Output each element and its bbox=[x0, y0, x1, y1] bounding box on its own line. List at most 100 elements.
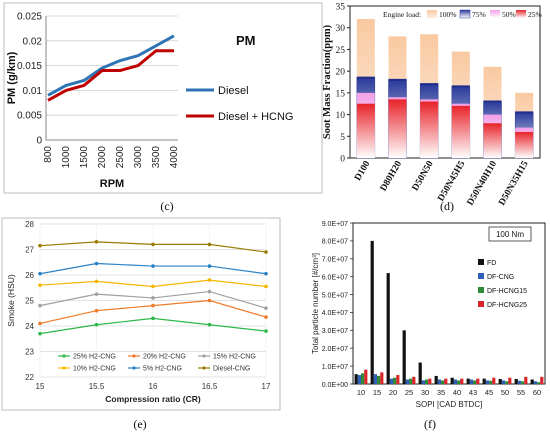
panel-e-legend-dot-2 bbox=[202, 354, 206, 358]
panel-e-legend-dot-3 bbox=[62, 366, 66, 370]
panel-f-bar-s1-10 bbox=[517, 380, 521, 384]
panel-f-ytick: 5.0E+07 bbox=[322, 292, 348, 299]
panel-f-bar-s3-9 bbox=[508, 377, 512, 384]
panel-f-xtick: 25 bbox=[405, 388, 413, 397]
panel-e-point-s3-1 bbox=[94, 279, 99, 284]
panel-c: 0 0.005 0.01 0.015 0.02 0.025 800 1000 1500 2000 2… bbox=[3, 2, 323, 213]
panel-e-point-s1-0 bbox=[38, 321, 42, 326]
panel-e-ytick: 25 bbox=[25, 297, 34, 306]
panel-e-ylabel: Smoke (HSU) bbox=[6, 274, 16, 327]
panel-f-xtick: 60 bbox=[533, 388, 541, 397]
panel-f-legend-label-3: DF-HCNG25 bbox=[487, 302, 527, 309]
panel-e-point-s1-4 bbox=[264, 315, 268, 319]
panel-d-legend-label-2: 50% bbox=[502, 10, 516, 19]
panel-e-point-s3-4 bbox=[264, 284, 268, 289]
panel-e: 22 23 24 25 26 27 28 15 15.5 16 16.5 17 25% H2-CNG 20… bbox=[1, 217, 281, 431]
panel-d-legend-title: Engine load: bbox=[383, 10, 421, 19]
panel-d-bar-s3-3 bbox=[451, 105, 470, 158]
panel-d-ytick: 30 bbox=[336, 24, 346, 34]
panel-f-bar-s3-10 bbox=[524, 376, 528, 384]
panel-f-bar-s1-7 bbox=[469, 379, 473, 384]
panel-f-legend-swatch-1 bbox=[478, 273, 484, 279]
panel-e-point-s5-0 bbox=[38, 243, 42, 248]
panel-f-bar-s2-11 bbox=[537, 382, 541, 384]
panel-c-ytick: 0.01 bbox=[23, 86, 43, 97]
panel-e-ytick: 26 bbox=[25, 271, 34, 280]
panel-f-bar-s3-8 bbox=[492, 377, 496, 384]
panel-e-point-s2-4 bbox=[264, 306, 268, 310]
panel-e-legend-label-4: 5% H2-CNG bbox=[143, 366, 182, 373]
panel-d-xtick: D80H20 bbox=[379, 159, 404, 193]
panel-f-bar-s2-0 bbox=[361, 373, 365, 384]
panel-e-point-s4-1 bbox=[94, 261, 99, 266]
panel-e-point-s4-2 bbox=[151, 264, 155, 268]
panel-f-bar-s0-9 bbox=[498, 378, 502, 384]
panel-e-legend-dot-1 bbox=[132, 354, 136, 358]
panel-f-bar-s1-5 bbox=[437, 379, 441, 384]
panel-e-point-s2-3 bbox=[207, 289, 212, 294]
panel-f-bar-s3-3 bbox=[412, 376, 416, 384]
panel-e-point-s3-0 bbox=[38, 283, 42, 288]
panel-e-point-s1-2 bbox=[151, 303, 155, 308]
panel-e-point-s0-4 bbox=[264, 329, 268, 333]
panel-e-legend-label-5: Diesel-CNG bbox=[213, 366, 250, 373]
panel-f-bar-s0-5 bbox=[434, 375, 438, 384]
panel-f-legend-swatch-2 bbox=[478, 287, 484, 293]
panel-f-xtick: 20 bbox=[389, 388, 397, 397]
panel-d-label: (d) bbox=[440, 199, 454, 213]
panel-d-ytick: 20 bbox=[336, 68, 346, 78]
panel-f-ylabel: Total particle number [#/cm³] bbox=[311, 253, 320, 354]
panel-f-bar-s3-7 bbox=[476, 378, 480, 384]
panel-c-xtick: 2500 bbox=[115, 146, 126, 169]
panel-e-xtick: 15 bbox=[36, 382, 45, 391]
panel-f-bar-s0-2 bbox=[386, 273, 390, 384]
panel-e-ytick: 28 bbox=[25, 220, 34, 229]
panel-f-bar-s1-2 bbox=[389, 378, 393, 384]
panel-f-xtick: 15 bbox=[373, 388, 381, 397]
panel-c-series-line-1 bbox=[47, 49, 174, 102]
panel-f-bar-s1-9 bbox=[501, 380, 505, 384]
panel-c-xlabel: RPM bbox=[100, 178, 124, 190]
panel-c-legend-label-0: Diesel bbox=[218, 85, 249, 97]
panel-d-xtick: D50N40H10 bbox=[466, 159, 500, 207]
panel-f-xtick: 43 bbox=[469, 388, 477, 397]
panel-f-bar-s1-6 bbox=[453, 379, 457, 384]
panel-c-series-line-0 bbox=[47, 34, 175, 97]
panel-d-ytick: 35 bbox=[336, 3, 346, 13]
panel-d-bar-s3-1 bbox=[388, 99, 407, 158]
panel-f-bar-s2-3 bbox=[409, 378, 413, 384]
panel-d-ytick: 15 bbox=[336, 89, 346, 99]
panel-f-xtick: 55 bbox=[517, 388, 525, 397]
panel-e-point-s5-1 bbox=[94, 240, 99, 244]
panel-e-ytick: 22 bbox=[25, 373, 34, 382]
panel-e-point-s2-2 bbox=[151, 296, 155, 300]
panel-f-bar-s0-3 bbox=[402, 330, 406, 384]
panel-d-legend-swatch-3 bbox=[516, 10, 526, 18]
panel-d-ytick: 5 bbox=[340, 133, 345, 143]
panel-d-legend-swatch-2 bbox=[490, 10, 500, 18]
panel-e-legend-dot-4 bbox=[132, 366, 136, 370]
panel-f-bar-s0-7 bbox=[466, 378, 470, 384]
panel-f-bar-s1-11 bbox=[533, 381, 537, 384]
panel-e-legend-label-1: 20% H2-CNG bbox=[143, 354, 186, 361]
panel-c-ytick: 0.005 bbox=[17, 111, 42, 122]
panel-e-legend-label-0: 25% H2-CNG bbox=[73, 354, 116, 361]
panel-f-bar-s0-0 bbox=[354, 374, 358, 384]
panel-c-ylabel: PM (g/km) bbox=[6, 51, 18, 104]
panel-d-xtick: D100 bbox=[353, 159, 372, 182]
panel-d-ytick: 0 bbox=[340, 155, 345, 165]
panel-d-plot-frame bbox=[349, 5, 541, 159]
panel-f-bar-s0-11 bbox=[530, 379, 534, 384]
panel-e-point-s2-0 bbox=[38, 303, 42, 308]
panel-f-bar-s2-2 bbox=[393, 377, 397, 384]
panel-c-xtick: 1000 bbox=[61, 146, 72, 169]
panel-f-bar-s3-6 bbox=[460, 378, 464, 384]
panel-d-xtick: D50N50 bbox=[411, 159, 436, 193]
panel-d-legend-label-1: 75% bbox=[472, 10, 486, 19]
panel-f-ytick: 3.0E+07 bbox=[322, 328, 348, 335]
panel-f-bar-s1-4 bbox=[421, 380, 425, 384]
panel-e-point-s0-2 bbox=[151, 316, 155, 321]
panel-e-ytick: 23 bbox=[25, 348, 34, 357]
panel-f-xtick: 40 bbox=[453, 388, 461, 397]
